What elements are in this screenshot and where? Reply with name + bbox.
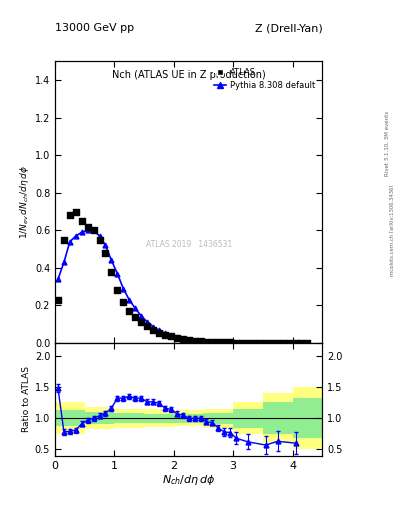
Point: [156, 329, 162, 337]
Point: [197, 337, 204, 345]
Point: [263, 339, 269, 347]
Point: [79, 217, 85, 225]
Point: [120, 297, 127, 306]
Point: [209, 338, 215, 346]
Point: [286, 339, 293, 347]
Y-axis label: $1/N_{ev}\,dN_{ch}/d\eta\,d\phi$: $1/N_{ev}\,dN_{ch}/d\eta\,d\phi$: [18, 165, 31, 239]
Point: [67, 211, 73, 220]
Point: [245, 338, 251, 347]
Point: [191, 336, 198, 345]
Point: [275, 339, 281, 347]
Point: [108, 268, 115, 276]
Point: [304, 339, 310, 347]
Point: [221, 338, 228, 347]
Point: [292, 339, 299, 347]
Point: [96, 236, 103, 244]
Point: [185, 336, 192, 344]
Point: [239, 338, 245, 347]
Legend: ATLAS, Pythia 8.308 default: ATLAS, Pythia 8.308 default: [211, 66, 318, 93]
Point: [150, 326, 156, 334]
Text: Nch (ATLAS UE in Z production): Nch (ATLAS UE in Z production): [112, 70, 266, 80]
Point: [132, 313, 138, 321]
Point: [227, 338, 233, 347]
Text: ATLAS 2019   1436531: ATLAS 2019 1436531: [145, 240, 232, 249]
Point: [203, 337, 209, 346]
Point: [84, 223, 91, 231]
X-axis label: $N_{ch}/d\eta\,d\phi$: $N_{ch}/d\eta\,d\phi$: [162, 473, 215, 487]
Text: 13000 GeV pp: 13000 GeV pp: [55, 23, 134, 33]
Point: [251, 339, 257, 347]
Point: [90, 226, 97, 234]
Point: [162, 331, 168, 339]
Point: [114, 286, 121, 294]
Point: [269, 339, 275, 347]
Point: [168, 332, 174, 340]
Point: [215, 338, 222, 346]
Text: Z (Drell-Yan): Z (Drell-Yan): [255, 23, 322, 33]
Point: [73, 207, 79, 216]
Point: [126, 307, 132, 315]
Point: [233, 338, 239, 347]
Point: [281, 339, 287, 347]
Point: [144, 322, 150, 330]
Point: [138, 318, 144, 327]
Point: [102, 249, 108, 257]
Point: [180, 335, 186, 343]
Point: [257, 339, 263, 347]
Point: [298, 339, 305, 347]
Text: Rivet 3.1.10, 3M events: Rivet 3.1.10, 3M events: [385, 111, 389, 176]
Y-axis label: Ratio to ATLAS: Ratio to ATLAS: [22, 367, 31, 432]
Point: [55, 296, 61, 304]
Text: mcplots.cern.ch [arXiv:1306.3436]: mcplots.cern.ch [arXiv:1306.3436]: [390, 185, 393, 276]
Point: [61, 236, 67, 244]
Point: [174, 334, 180, 342]
